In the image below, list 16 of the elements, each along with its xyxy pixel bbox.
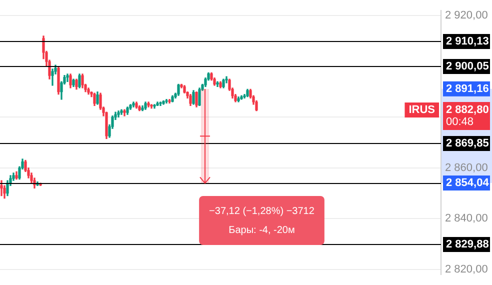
text: 00:48 (446, 116, 474, 128)
annotation: −37,12 (−1,28%) −3712 (209, 206, 315, 217)
annotation: IRUS (408, 104, 435, 116)
y-tick-label: 2 820,00 (445, 263, 488, 276)
ref-line-label: 2 829,88 (446, 238, 489, 251)
text: 2 882,80 (446, 104, 489, 116)
ref-line-label: 2 900,05 (446, 60, 489, 73)
y-tick-label: 2 860,00 (445, 162, 488, 174)
candlestick (0, 180, 3, 196)
y-tick-label: 2 840,00 (445, 212, 488, 225)
y2-tick-label: 2 854,04 (446, 177, 490, 190)
y-tick-label: 2 920,00 (445, 10, 488, 22)
ref-line-label: 2 869,85 (446, 138, 489, 150)
ref-line-label: 2 910,13 (446, 36, 489, 48)
annotation: Бары: -4, -20м (228, 224, 295, 236)
y2-tick-label: 2 891,16 (446, 82, 489, 95)
